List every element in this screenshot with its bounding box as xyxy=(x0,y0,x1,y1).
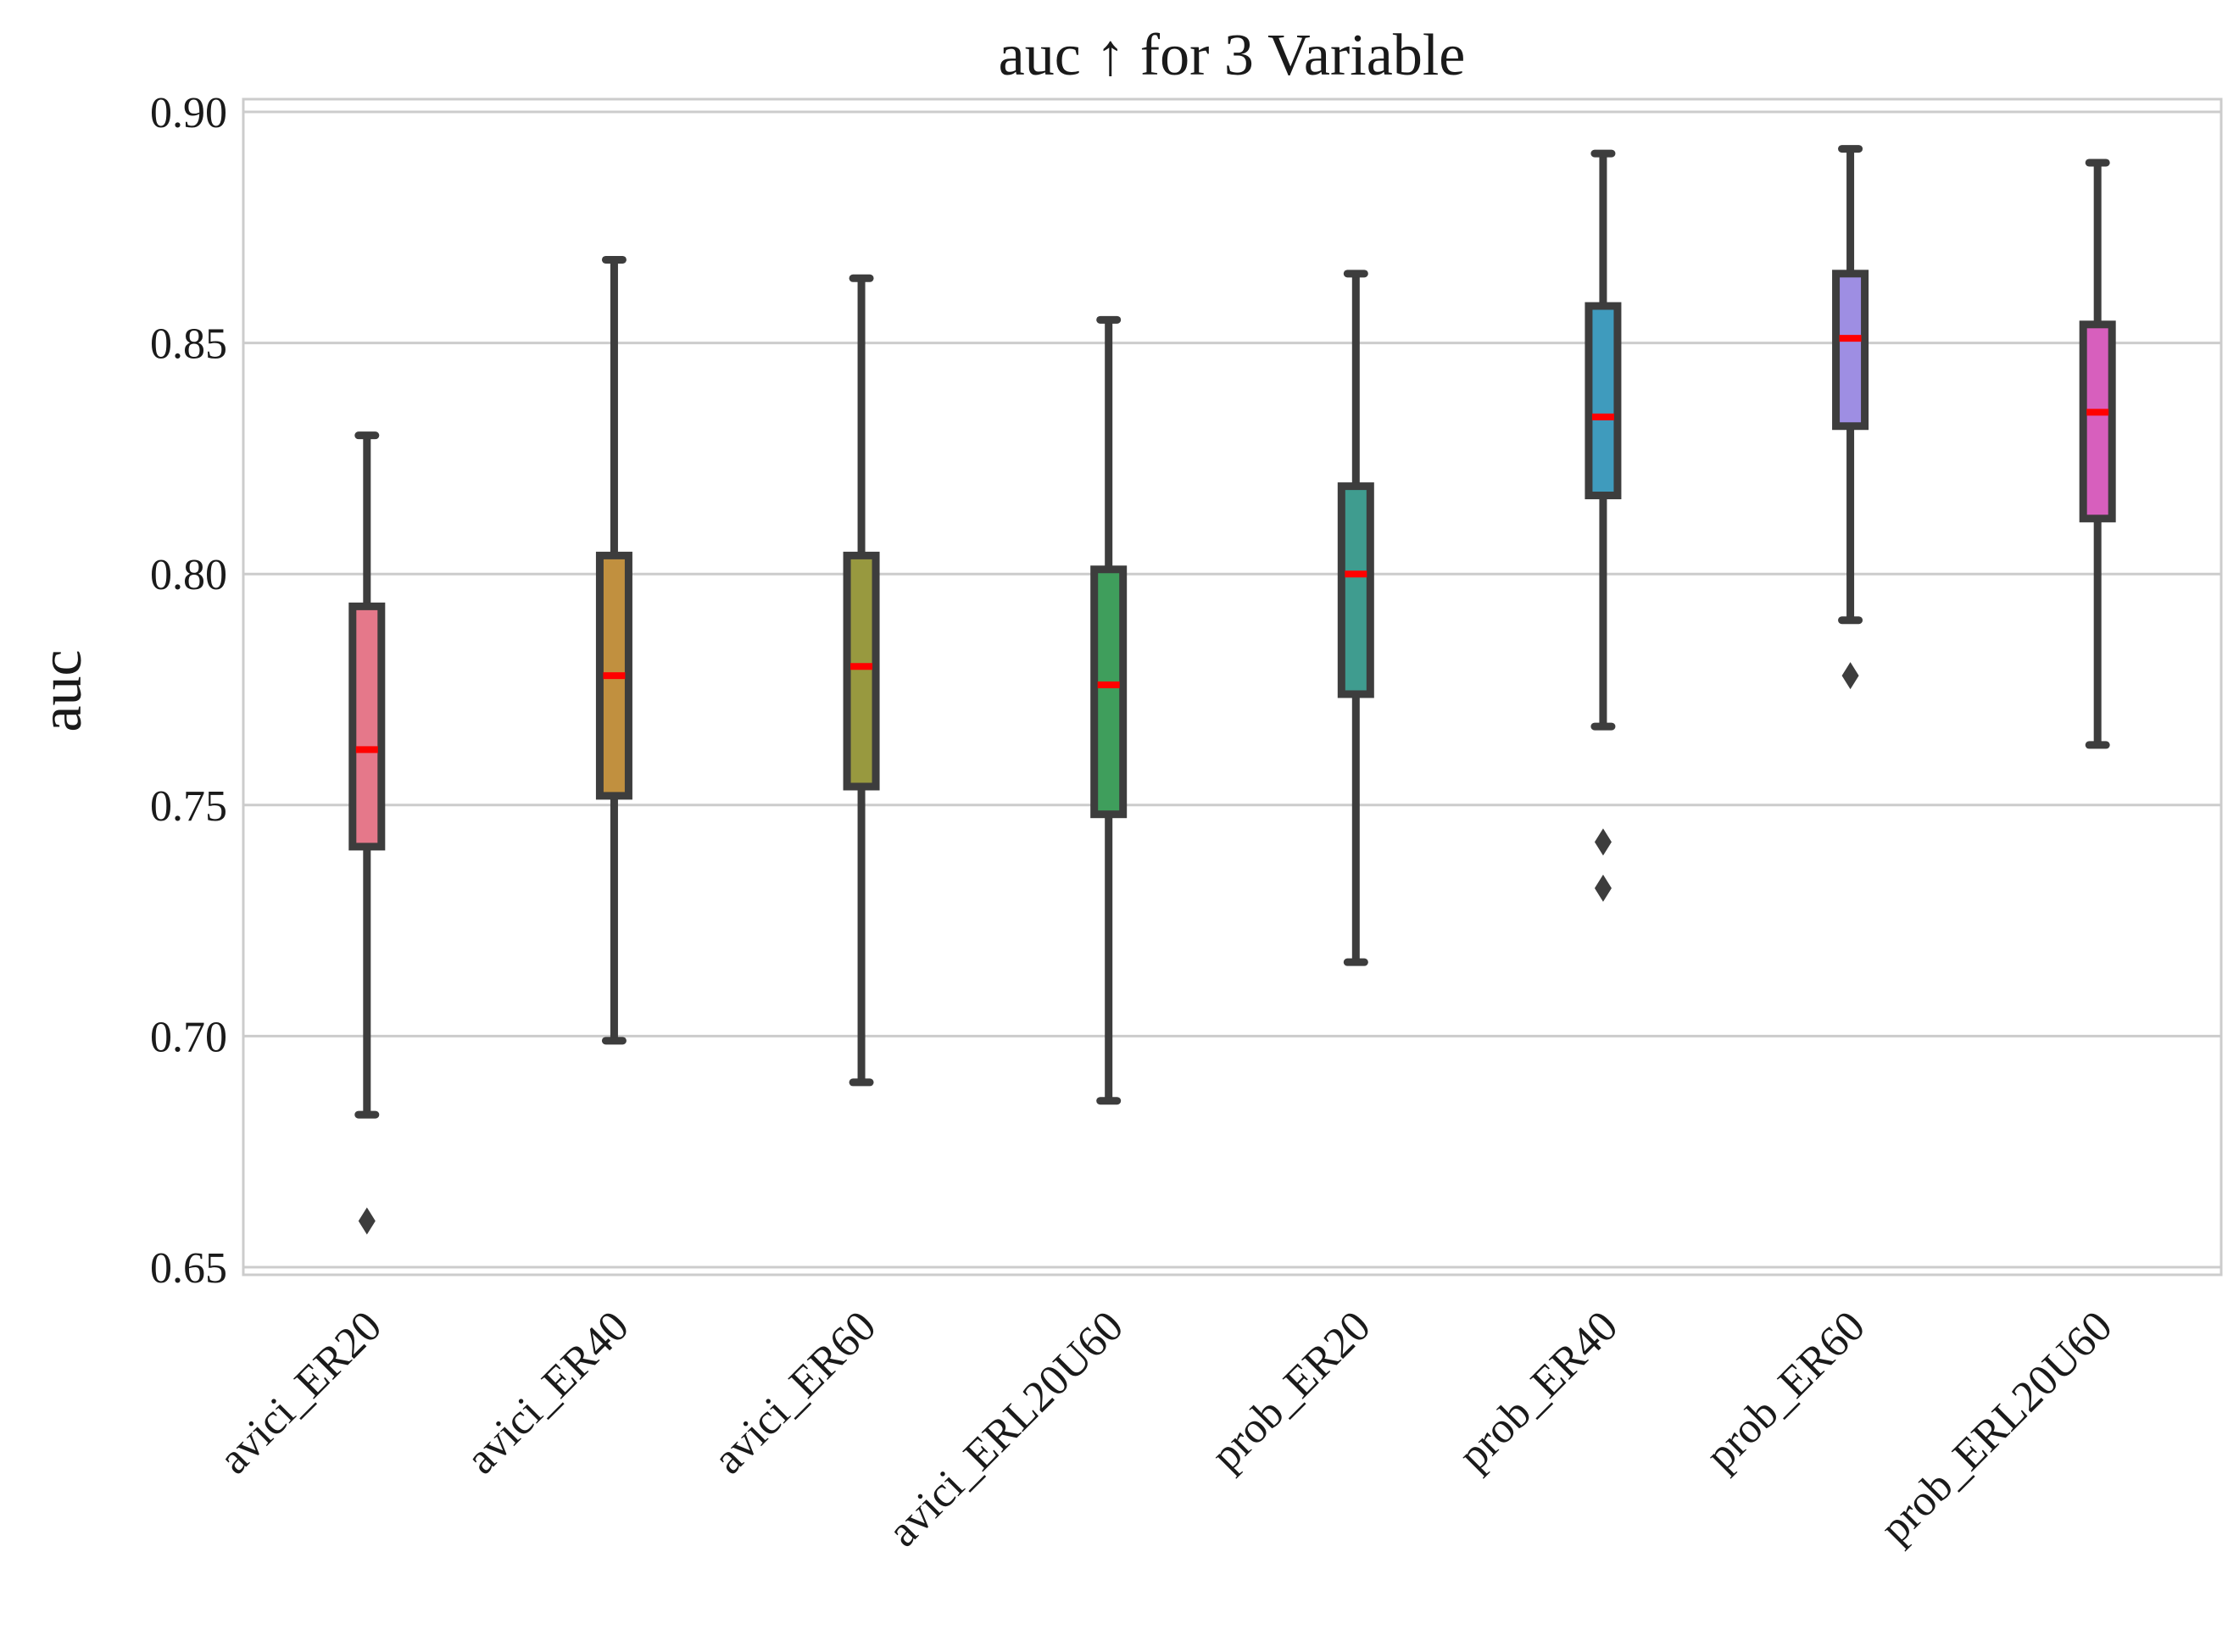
plot-area-frame xyxy=(242,97,2223,1277)
y-tick-label: 0.75 xyxy=(150,782,227,831)
chart-title: auc ↑ for 3 Variable xyxy=(999,23,1466,88)
outlier-point xyxy=(358,1207,376,1235)
y-tick-label: 0.65 xyxy=(150,1244,227,1293)
box-group xyxy=(1090,315,1128,1105)
y-tick-label: 0.85 xyxy=(150,320,227,369)
outlier-point xyxy=(1841,662,1859,690)
box-iqr xyxy=(1832,270,1869,431)
box-iqr xyxy=(348,602,386,851)
box-group xyxy=(2079,159,2116,749)
x-tick-label: prob_ER40 xyxy=(1450,1302,1628,1480)
box-group xyxy=(1832,145,1869,690)
x-tick-label: avici_ERL20U60 xyxy=(878,1302,1133,1556)
y-tick-label: 0.90 xyxy=(150,89,227,137)
outlier-point xyxy=(1594,828,1612,856)
box-group xyxy=(348,431,386,1235)
box-iqr xyxy=(1337,482,1374,698)
x-tick-label: prob_ER60 xyxy=(1696,1302,1874,1480)
x-axis-ticks: avici_ER20 avici_ER40 avici_ER60avici_ERL2… xyxy=(209,1302,2121,1556)
y-tick-label: 0.70 xyxy=(150,1013,227,1061)
boxes xyxy=(348,145,2116,1235)
box-group xyxy=(1585,149,1622,902)
outlier-point xyxy=(1594,874,1612,902)
box-group xyxy=(595,255,632,1045)
box-group xyxy=(1337,270,1374,966)
grid-lines xyxy=(243,110,2221,1269)
box-group xyxy=(843,274,880,1087)
box-iqr xyxy=(1090,565,1128,819)
x-tick-label: prob_ERL20U60 xyxy=(1871,1302,2122,1553)
y-axis-label: auc xyxy=(29,649,94,731)
x-tick-label: prob_ER20 xyxy=(1202,1302,1380,1480)
y-axis-ticks: 0.65 0.70 0.75 0.80 0.85 0.90 xyxy=(150,89,227,1293)
x-tick-label: avici_ER40 xyxy=(457,1302,638,1483)
box-iqr xyxy=(1585,302,1622,500)
x-tick-label: avici_ER60 xyxy=(705,1302,886,1483)
x-tick-label: avici_ER20 xyxy=(209,1302,391,1483)
box-iqr xyxy=(2079,320,2116,523)
y-tick-label: 0.80 xyxy=(150,551,227,599)
box-iqr xyxy=(843,551,880,791)
